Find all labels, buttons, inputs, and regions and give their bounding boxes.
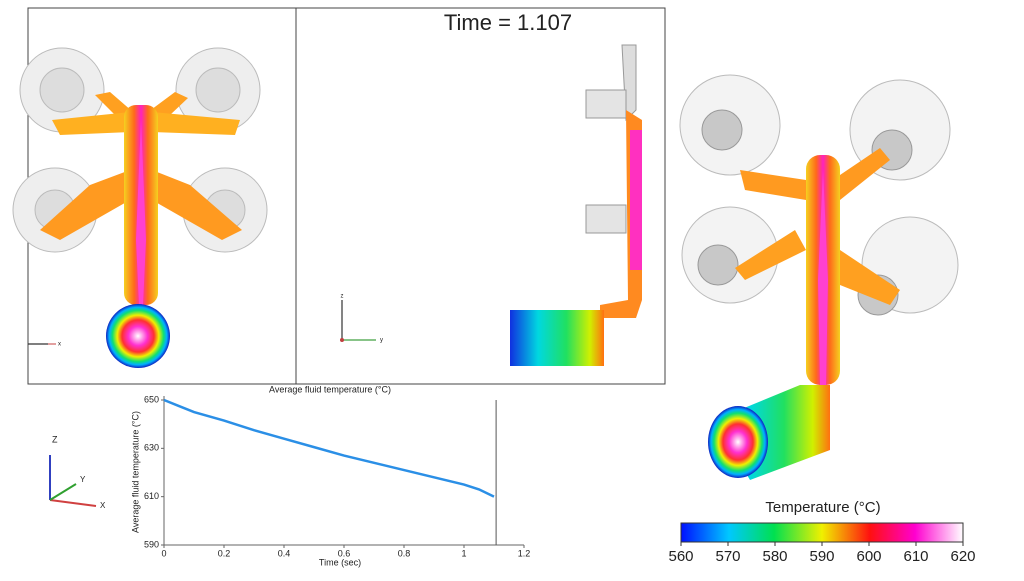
x-tick-label: 0.6: [338, 548, 351, 558]
triad-label: Z: [52, 434, 58, 444]
axis-triad: Z Y X: [49, 434, 106, 510]
x-axis-label: Time (sec): [319, 557, 361, 567]
axis-label: z: [341, 294, 344, 300]
colorbar: [680, 522, 964, 543]
middle-view: [295, 7, 666, 385]
colorbar-tick-label: 580: [762, 548, 787, 565]
x-tick-label: 0.8: [398, 548, 411, 558]
axis-label: y: [380, 338, 383, 344]
colorbar-tick-label: 570: [715, 548, 740, 565]
left-render: [12, 47, 268, 368]
x-tick-label: 0.4: [278, 548, 291, 558]
x-tick-label: 1.2: [518, 548, 531, 558]
x-tick-label: 1: [461, 548, 466, 558]
colorbar-tick-label: 610: [903, 548, 928, 565]
y-tick-label: 630: [144, 443, 159, 453]
time-label: Time = 1.107: [444, 10, 572, 35]
data-line: [163, 398, 495, 498]
x-tick-label: 0.2: [218, 548, 231, 558]
triad-label: Y: [80, 475, 86, 484]
x-tick-label: 0: [161, 548, 166, 558]
view-axes: x z y: [28, 294, 383, 348]
colorbar-tick-label: 600: [856, 548, 881, 565]
colorbar-title: Temperature (°C): [765, 499, 880, 516]
colorbar-tick-label: 590: [809, 548, 834, 565]
triad-label: X: [100, 501, 106, 510]
y-tick-label: 650: [144, 394, 159, 404]
colorbar-tick-label: 560: [668, 548, 693, 565]
colorbar-tick-label: 620: [950, 548, 975, 565]
chart-title: Average fluid temperature (°C): [269, 384, 391, 394]
y-axis-label: Average fluid temperature (°C): [130, 411, 140, 533]
right-render: [679, 74, 959, 480]
middle-render: [510, 44, 642, 366]
y-tick-label: 610: [144, 491, 159, 501]
y-tick-label: 590: [144, 539, 159, 549]
axis-label: x: [58, 342, 61, 348]
